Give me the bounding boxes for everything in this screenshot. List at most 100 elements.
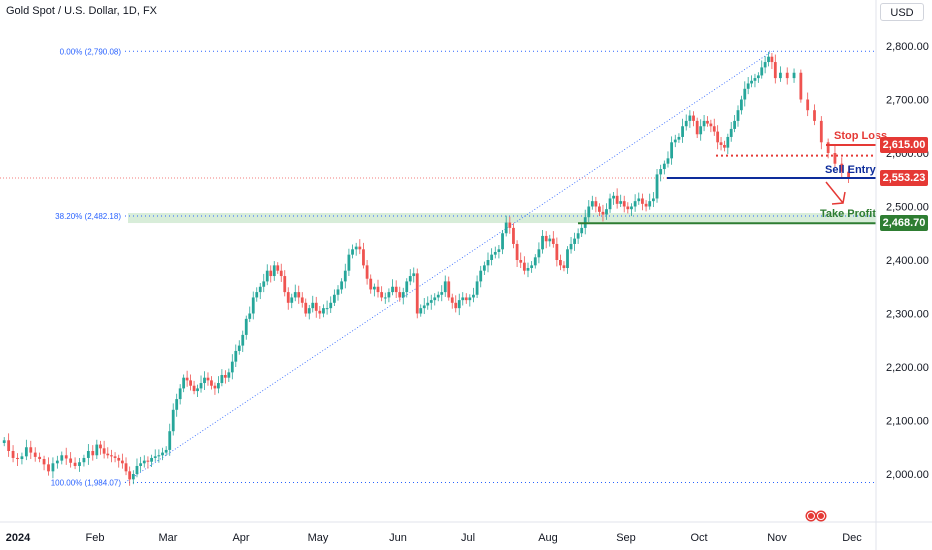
- candle: [113, 452, 117, 463]
- candle: [7, 433, 11, 457]
- fib-trend-line[interactable]: [124, 50, 773, 483]
- candle: [743, 81, 747, 107]
- candle: [293, 284, 297, 302]
- candle: [340, 278, 344, 294]
- candle: [490, 248, 494, 266]
- candle: [286, 287, 290, 310]
- candle: [78, 457, 81, 472]
- candle: [322, 304, 325, 318]
- currency-button[interactable]: USD: [880, 3, 924, 21]
- y-tick-label: 2,100.00: [886, 416, 929, 428]
- y-tick-label: 2,200.00: [886, 362, 929, 374]
- y-tick-label: 2,000.00: [886, 469, 929, 481]
- candle: [16, 453, 19, 466]
- candle: [131, 470, 135, 485]
- trade-levels[interactable]: Stop Loss Sell Entry Take Profit: [578, 130, 887, 225]
- candle: [258, 283, 262, 300]
- y-tick-label: 2,400.00: [886, 255, 929, 267]
- x-tick-label: Sep: [616, 532, 636, 544]
- candle: [20, 452, 24, 465]
- candle: [594, 196, 598, 213]
- candle: [128, 466, 132, 486]
- candle: [472, 287, 475, 303]
- candle: [706, 116, 709, 127]
- candle: [314, 296, 318, 318]
- candle: [146, 456, 150, 469]
- candle: [443, 275, 447, 297]
- candle: [117, 454, 121, 468]
- candle: [69, 452, 73, 468]
- candle: [391, 279, 394, 296]
- x-tick-label: Dec: [842, 532, 862, 544]
- candle: [497, 245, 501, 259]
- candle: [605, 203, 608, 220]
- economic-event-icon[interactable]: [805, 510, 827, 522]
- candle: [206, 372, 210, 386]
- candle: [372, 283, 376, 297]
- candle: [569, 236, 573, 254]
- candle: [387, 288, 391, 303]
- candle: [760, 60, 764, 79]
- candle: [157, 449, 161, 463]
- candle: [464, 293, 468, 304]
- candle: [419, 304, 423, 317]
- candle: [447, 276, 451, 301]
- candle: [847, 166, 850, 183]
- candle: [726, 133, 730, 155]
- candle: [746, 77, 750, 95]
- candle: [29, 440, 33, 460]
- candle: [394, 280, 398, 298]
- candle: [380, 286, 384, 302]
- fibonacci-retracement[interactable]: 0.00% (2,790.08) 38.20% (2,482.18) 100.00%…: [0, 47, 876, 488]
- stop-loss-label: Stop Loss: [834, 130, 887, 142]
- candle: [354, 242, 358, 256]
- candle: [601, 204, 605, 222]
- candle: [756, 72, 760, 83]
- candle: [241, 330, 245, 353]
- candle: [153, 449, 157, 462]
- candle: [290, 293, 294, 309]
- chart-title: Gold Spot / U.S. Dollar, 1D, FX: [6, 5, 158, 17]
- candle: [178, 384, 182, 405]
- candle: [695, 117, 699, 139]
- candle: [304, 298, 308, 317]
- candle: [548, 234, 552, 247]
- candle: [702, 115, 706, 132]
- x-tick-label: Jul: [461, 532, 475, 544]
- candle: [633, 194, 637, 212]
- candle: [622, 195, 626, 213]
- candle: [244, 315, 248, 340]
- candle: [590, 195, 594, 210]
- candle: [573, 232, 576, 251]
- candle: [269, 265, 273, 283]
- candle: [475, 275, 479, 298]
- candle: [779, 66, 782, 82]
- candle: [819, 116, 823, 150]
- candle: [175, 393, 179, 417]
- stop-loss-price-badge: 2,615.00: [880, 136, 928, 153]
- candle: [38, 452, 42, 463]
- candle: [641, 193, 644, 211]
- candle: [806, 92, 810, 117]
- candle: [230, 354, 234, 380]
- candle: [551, 231, 555, 248]
- candle: [343, 263, 347, 289]
- candle: [171, 403, 175, 436]
- y-tick-label: 2,500.00: [886, 202, 929, 214]
- candle: [227, 368, 231, 382]
- candle: [220, 369, 224, 387]
- candle: [383, 292, 387, 304]
- candle: [279, 263, 283, 282]
- candle: [210, 376, 213, 390]
- down-arrowhead-icon: [831, 191, 846, 205]
- candle: [405, 278, 409, 298]
- candle: [251, 291, 255, 320]
- candle: [255, 287, 259, 302]
- x-tick-label: Aug: [538, 532, 558, 544]
- candle: [185, 370, 189, 387]
- candle: [2, 437, 6, 447]
- candle: [833, 145, 837, 168]
- candle: [522, 256, 526, 275]
- candle: [120, 453, 124, 469]
